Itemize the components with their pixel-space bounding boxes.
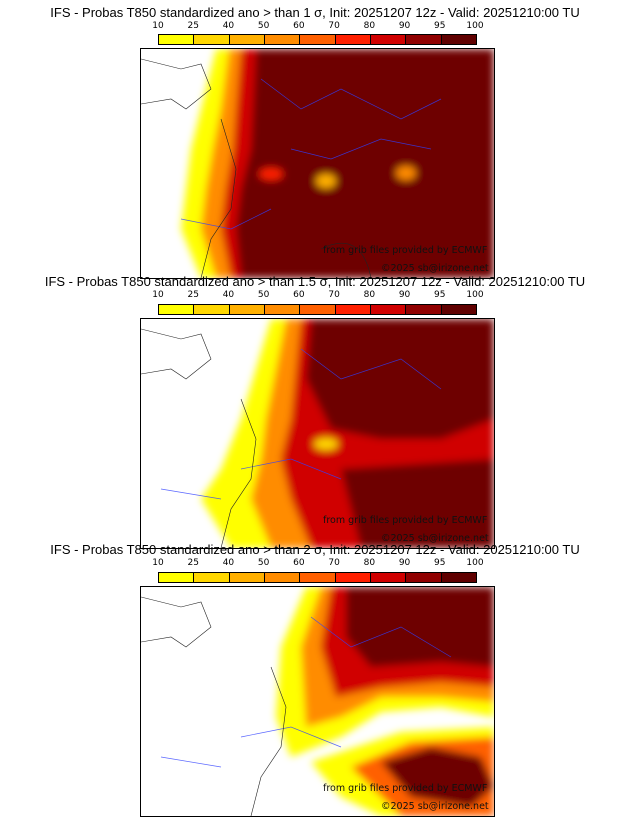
colorbar-tick-label: 80 — [363, 21, 376, 31]
colorbar-tick-label: 60 — [293, 290, 305, 300]
colorbar — [158, 572, 477, 583]
copyright: ©2025 sb@irizone.net — [381, 533, 489, 544]
colorbar-tick-label: 25 — [187, 558, 199, 568]
map-layer — [141, 319, 494, 548]
source-credit: from grib files provided by ECMWF — [323, 783, 488, 794]
colorbar-segment — [264, 305, 301, 314]
colorbar-tick-label: 100 — [466, 290, 484, 300]
colorbar-segment — [406, 573, 442, 582]
colorbar-segment — [159, 35, 195, 44]
colorbar-segment — [194, 305, 230, 314]
colorbar-segment — [406, 305, 442, 314]
colorbar-segment — [229, 35, 265, 44]
colorbar-tick-label: 95 — [434, 558, 446, 568]
colorbar-segment — [194, 573, 230, 582]
probability-map[interactable]: from grib files provided by ECMWF ©2025 … — [140, 48, 495, 279]
colorbar-segment — [159, 305, 195, 314]
colorbar-ticks: 10 25 40 50 60 70 80 90 95 100 — [152, 558, 483, 569]
colorbar-segment — [229, 573, 265, 582]
colorbar-tick-label: 90 — [398, 21, 411, 31]
colorbar-tick-label: 50 — [257, 21, 270, 31]
colorbar-ticks: 10 25 40 50 60 70 80 90 95 100 — [152, 290, 483, 301]
colorbar-tick-label: 50 — [257, 290, 270, 300]
colorbar-segment — [264, 35, 301, 44]
copyright: ©2025 sb@irizone.net — [381, 801, 489, 812]
colorbar-segment — [335, 35, 371, 44]
colorbar-segment — [159, 573, 195, 582]
colorbar-tick-label: 10 — [152, 21, 164, 31]
colorbar-segment — [264, 573, 301, 582]
colorbar-segment — [300, 305, 336, 314]
copyright: ©2025 sb@irizone.net — [381, 263, 489, 274]
colorbar-tick-label: 90 — [398, 558, 411, 568]
colorbar-tick-label: 25 — [187, 290, 199, 300]
colorbar — [158, 304, 477, 315]
map-layer — [141, 587, 494, 816]
colorbar-segment — [229, 305, 265, 314]
panel-title: IFS - Probas T850 standardized ano > tha… — [50, 5, 580, 20]
colorbar-ticks: 10 25 40 50 60 70 80 90 95 100 — [152, 21, 483, 32]
colorbar-tick-label: 40 — [222, 290, 235, 300]
colorbar-tick-label: 70 — [328, 290, 340, 300]
panel-title: IFS - Probas T850 standardized ano > tha… — [44, 274, 586, 289]
colorbar-segment — [441, 305, 476, 314]
colorbar-tick-label: 60 — [293, 558, 305, 568]
colorbar-tick-label: 80 — [363, 290, 376, 300]
probability-map[interactable]: from grib files provided by ECMWF ©2025 … — [140, 586, 495, 817]
probability-map[interactable]: from grib files provided by ECMWF ©2025 … — [140, 318, 495, 549]
colorbar-segment — [370, 305, 407, 314]
colorbar-segment — [300, 35, 336, 44]
colorbar-tick-label: 10 — [152, 558, 164, 568]
colorbar-tick-label: 10 — [152, 290, 164, 300]
map-layer — [141, 49, 494, 278]
colorbar — [158, 34, 477, 45]
colorbar-tick-label: 60 — [293, 21, 305, 31]
colorbar-segment — [370, 573, 407, 582]
colorbar-tick-label: 70 — [328, 21, 340, 31]
colorbar-tick-label: 50 — [257, 558, 270, 568]
source-credit: from grib files provided by ECMWF — [323, 515, 488, 526]
panel-title: IFS - Probas T850 standardized ano > tha… — [50, 542, 580, 557]
source-credit: from grib files provided by ECMWF — [323, 245, 488, 256]
colorbar-tick-label: 70 — [328, 558, 340, 568]
colorbar-tick-label: 40 — [222, 558, 235, 568]
colorbar-segment — [335, 305, 371, 314]
colorbar-segment — [441, 35, 476, 44]
colorbar-tick-label: 25 — [187, 21, 199, 31]
colorbar-tick-label: 80 — [363, 558, 376, 568]
colorbar-segment — [406, 35, 442, 44]
colorbar-segment — [300, 573, 336, 582]
colorbar-segment — [194, 35, 230, 44]
colorbar-tick-label: 100 — [466, 558, 484, 568]
colorbar-tick-label: 100 — [466, 21, 484, 31]
colorbar-segment — [335, 573, 371, 582]
colorbar-tick-label: 40 — [222, 21, 235, 31]
colorbar-tick-label: 90 — [398, 290, 411, 300]
colorbar-tick-label: 95 — [434, 290, 446, 300]
colorbar-tick-label: 95 — [434, 21, 446, 31]
colorbar-segment — [370, 35, 407, 44]
colorbar-segment — [441, 573, 476, 582]
